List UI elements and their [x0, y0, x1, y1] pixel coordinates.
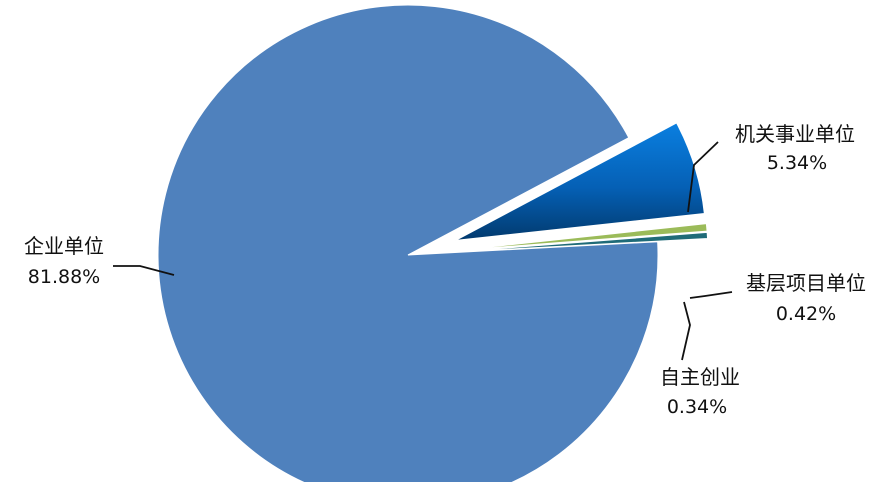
slice-value-jiguan: 5.34% — [767, 152, 827, 174]
slice-value-jiceng: 0.42% — [776, 303, 836, 325]
slice-value-qiye: 81.88% — [28, 266, 100, 288]
slice-jiguan — [455, 122, 705, 241]
slice-value-zizhu: 0.34% — [667, 396, 727, 418]
slice-jiceng — [457, 223, 708, 251]
leader-line-jiceng — [689, 291, 733, 299]
slice-label-jiguan: 机关事业单位 — [735, 122, 855, 146]
leader-line-qiye — [113, 265, 175, 276]
leader-lines — [113, 141, 733, 361]
slice-label-zizhu: 自主创业 — [660, 365, 740, 389]
slice-label-jiceng: 基层项目单位 — [746, 271, 866, 295]
leader-line-zizhu — [681, 301, 691, 361]
slice-qiye — [157, 4, 659, 482]
slice-label-qiye: 企业单位 — [24, 234, 104, 258]
slice-zizhu — [457, 231, 709, 253]
leader-line-jiguan — [687, 141, 719, 213]
pie-slices — [157, 4, 709, 482]
